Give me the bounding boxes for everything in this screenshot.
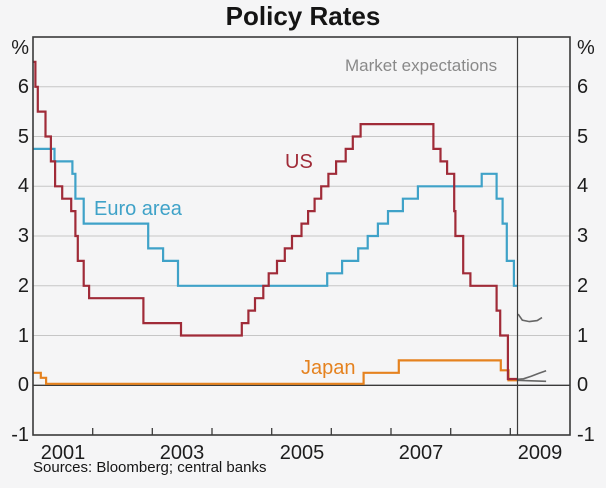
x-axis-label: 2007 — [398, 442, 444, 464]
series-line-japan-expectations — [517, 379, 547, 383]
series-line-us-expectations — [517, 370, 547, 381]
y-axis-label-left: 0 — [17, 374, 29, 396]
x-axis-label: 2005 — [279, 442, 325, 464]
source-note: Sources: Bloomberg; central banks — [33, 459, 267, 476]
plot-frame — [32, 36, 571, 436]
y-axis-label-left: 2 — [17, 275, 29, 297]
series-line-japan — [33, 359, 518, 385]
y-axis-label-left: 6 — [17, 76, 29, 98]
euro-area-series-label: Euro area — [94, 198, 182, 220]
x-axis-label: 2009 — [517, 442, 563, 464]
x-axis-label: 2001 — [40, 442, 86, 464]
x-axis-label: 2003 — [159, 442, 205, 464]
y-axis-label-right: 0 — [577, 374, 589, 396]
y-axis-unit-right: % — [577, 37, 595, 59]
y-axis-label-left: 5 — [17, 126, 29, 148]
y-axis-label-right: 4 — [577, 175, 589, 197]
series-line-us — [33, 60, 518, 381]
y-axis-label-left: 4 — [17, 175, 29, 197]
market-expectations-label: Market expectations — [345, 56, 498, 75]
series-line-euro-area — [33, 147, 518, 287]
y-axis-label-right: 2 — [577, 275, 589, 297]
y-axis-label-right: -1 — [577, 424, 595, 446]
us-series-label: US — [285, 151, 313, 173]
y-axis-label-right: 1 — [577, 325, 589, 347]
chart-title: Policy Rates — [225, 1, 381, 31]
y-axis-label-right: 5 — [577, 126, 589, 148]
y-axis-label-right: 3 — [577, 225, 589, 247]
y-axis-label-left: -1 — [11, 424, 29, 446]
japan-series-label: Japan — [301, 357, 356, 379]
y-axis-unit-left: % — [11, 37, 29, 59]
y-axis-label-right: 6 — [577, 76, 589, 98]
y-axis-label-left: 1 — [17, 325, 29, 347]
y-axis-label-left: 3 — [17, 225, 29, 247]
series-line-euro-expectations — [517, 313, 543, 323]
